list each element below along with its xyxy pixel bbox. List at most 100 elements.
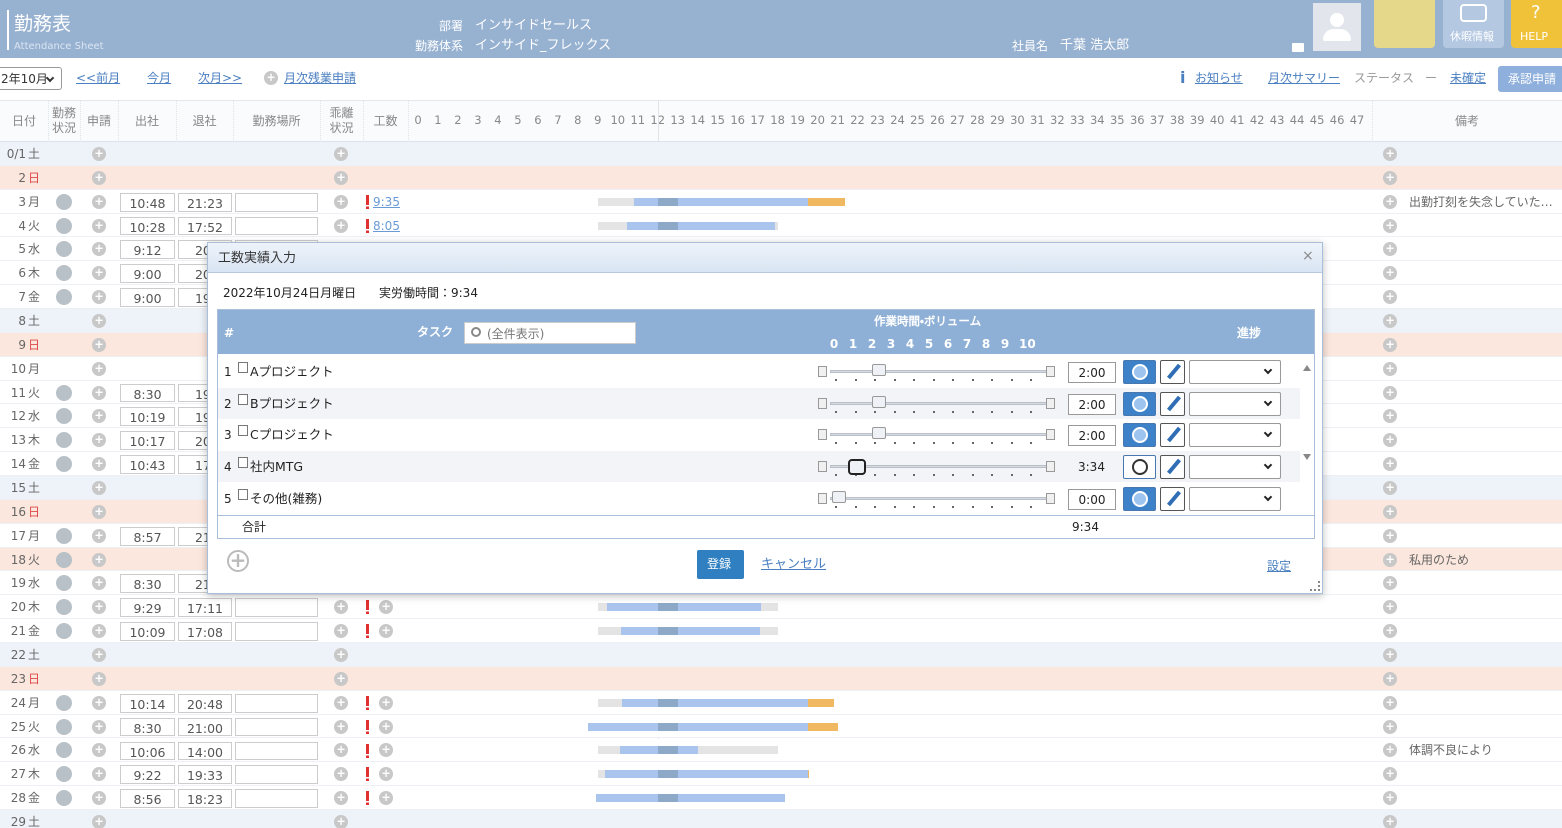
plus-button[interactable]: + (379, 791, 393, 806)
clock-button[interactable] (1123, 423, 1156, 448)
plus-button[interactable]: + (92, 576, 106, 591)
time-box[interactable]: 10:06 (120, 741, 175, 761)
scroll-down[interactable] (1303, 454, 1311, 460)
plus-button[interactable]: + (1383, 600, 1397, 615)
current-link[interactable]: 今月 (147, 71, 172, 85)
plus-button[interactable]: + (1383, 504, 1397, 519)
time-box[interactable]: 18:23 (178, 789, 232, 809)
time-box[interactable]: 10:19 (120, 407, 175, 427)
slider-knob[interactable] (848, 459, 866, 476)
plus-button[interactable]: + (92, 337, 106, 352)
plus-button[interactable]: + (379, 624, 393, 639)
progress-select[interactable] (1189, 423, 1281, 448)
plus-button[interactable]: + (334, 791, 348, 806)
plus-button[interactable]: + (1383, 671, 1397, 686)
time-box[interactable]: 21:23 (178, 192, 232, 212)
time-box[interactable]: 8:30 (120, 383, 175, 403)
plus-button[interactable]: + (1383, 647, 1397, 662)
plus-button[interactable]: + (379, 743, 393, 758)
plus-button[interactable]: + (334, 170, 348, 185)
time-box[interactable]: 9:00 (120, 288, 175, 308)
kousu-link[interactable]: 9:35 (373, 194, 400, 209)
time-input[interactable]: 0:00 (1068, 488, 1116, 510)
plus-button[interactable]: + (1383, 242, 1397, 257)
time-box[interactable]: 8:56 (120, 789, 175, 809)
clock-button[interactable] (1123, 360, 1156, 384)
plus-button[interactable]: + (1383, 743, 1397, 758)
settings-link[interactable]: 設定 (1267, 559, 1292, 573)
slider-knob[interactable] (832, 490, 846, 503)
slider-track[interactable] (830, 496, 1050, 500)
plus-button[interactable]: + (1383, 767, 1397, 782)
plus-button[interactable]: + (334, 647, 348, 662)
plus-button[interactable]: + (92, 146, 106, 161)
plus-button[interactable]: + (1383, 624, 1397, 639)
clock-button[interactable] (1123, 391, 1156, 416)
time-box[interactable]: 10:48 (120, 192, 175, 212)
yellow-tile[interactable] (1374, 0, 1435, 48)
plus-button[interactable]: + (334, 815, 348, 828)
next-link[interactable]: 次月>> (198, 71, 243, 85)
cancel-link[interactable]: キャンセル (761, 557, 827, 572)
plus-button[interactable]: + (1383, 266, 1397, 281)
plus-button[interactable]: + (92, 504, 106, 519)
time-input[interactable]: 2:00 (1068, 362, 1116, 383)
plus-button[interactable]: + (334, 146, 348, 161)
time-box[interactable]: 17:08 (178, 622, 232, 642)
plus-button[interactable]: + (92, 480, 106, 495)
overtime-link[interactable]: 月次残業申請 (284, 71, 357, 85)
plus-button[interactable]: + (334, 695, 348, 710)
plus-button[interactable]: + (92, 600, 106, 615)
plus-button[interactable]: + (379, 600, 393, 615)
plus-button[interactable]: + (92, 242, 106, 257)
plus-button[interactable]: + (334, 600, 348, 615)
add-task[interactable]: + (227, 550, 249, 572)
plus-button[interactable]: + (1383, 313, 1397, 328)
slider-knob[interactable] (872, 427, 886, 440)
progress-select[interactable] (1189, 455, 1281, 480)
plus-button[interactable]: + (92, 743, 106, 758)
clock-button[interactable] (1123, 455, 1156, 480)
time-box[interactable]: 10:17 (120, 431, 175, 451)
plus-button[interactable]: + (1383, 480, 1397, 495)
prev-link[interactable]: <<前月 (76, 71, 121, 85)
plus-button[interactable]: + (334, 624, 348, 639)
plus-button[interactable]: + (92, 409, 106, 424)
plus-button[interactable]: + (379, 767, 393, 782)
edit-button[interactable] (1160, 360, 1185, 384)
plus-button[interactable]: + (334, 767, 348, 782)
plus-button[interactable]: + (334, 671, 348, 686)
plus-button[interactable]: + (92, 194, 106, 209)
edit-button[interactable] (1160, 423, 1185, 448)
plus-button[interactable]: + (379, 695, 393, 710)
edit-button[interactable] (1160, 391, 1185, 416)
plus-button[interactable]: + (1383, 815, 1397, 828)
time-box[interactable]: 17:52 (178, 216, 232, 236)
plus-button[interactable]: + (1383, 433, 1397, 448)
plus-button[interactable]: + (334, 218, 348, 233)
time-box[interactable]: 10:09 (120, 622, 175, 642)
help-button[interactable]: ? HELP (1511, 0, 1562, 48)
plus-button[interactable]: + (92, 218, 106, 233)
edit-button[interactable] (1160, 486, 1185, 511)
plus-button[interactable]: + (92, 361, 106, 376)
plus-button[interactable]: + (92, 552, 106, 567)
plus-button[interactable]: + (1383, 719, 1397, 734)
plus-button[interactable]: + (92, 647, 106, 662)
time-box[interactable]: 10:43 (120, 455, 175, 475)
plus-button[interactable]: + (334, 719, 348, 734)
plus-button[interactable]: + (1383, 528, 1397, 543)
plus-button[interactable]: + (92, 624, 106, 639)
scroll-up[interactable] (1303, 365, 1311, 371)
slider-track[interactable] (830, 401, 1050, 405)
place-box[interactable] (235, 789, 318, 809)
plus-button[interactable]: + (334, 743, 348, 758)
plus-button[interactable]: + (264, 71, 278, 85)
plus-button[interactable]: + (1383, 695, 1397, 710)
time-box[interactable]: 17:11 (178, 598, 232, 618)
plus-button[interactable]: + (1383, 290, 1397, 305)
time-input[interactable]: 2:00 (1068, 393, 1116, 415)
slider-knob[interactable] (872, 395, 886, 408)
plus-button[interactable]: + (334, 194, 348, 209)
month-select[interactable]: 2年10月 (0, 67, 62, 90)
